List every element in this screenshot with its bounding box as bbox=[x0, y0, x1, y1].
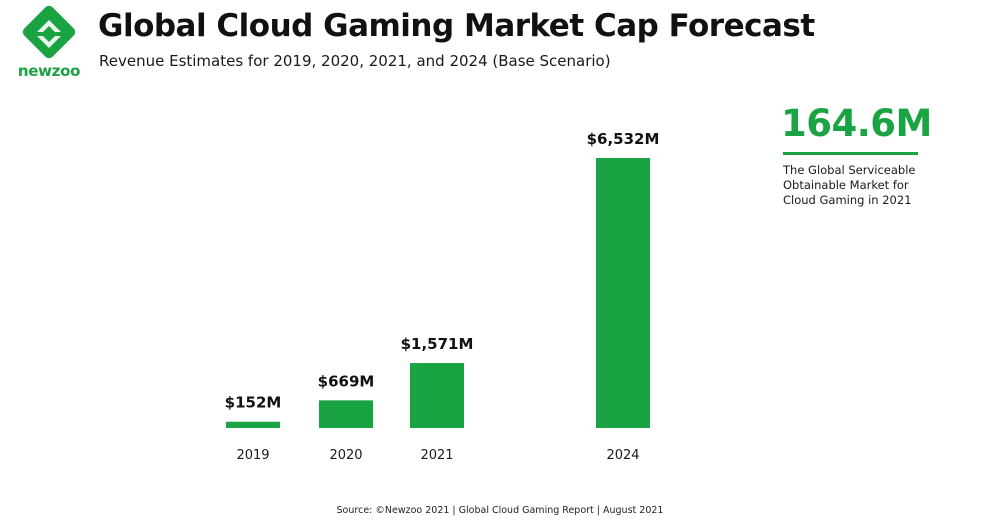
callout-value: 164.6M bbox=[781, 102, 932, 145]
x-tick-label-2021: 2021 bbox=[420, 448, 453, 463]
callout-description: The Global Serviceable Obtainable Market… bbox=[783, 163, 916, 207]
data-label-2020: $669M bbox=[318, 372, 375, 390]
newzoo-logo-icon bbox=[22, 5, 76, 59]
bar-2020 bbox=[319, 400, 373, 428]
callout-divider bbox=[783, 152, 918, 155]
bar-2019 bbox=[226, 421, 280, 428]
source-note: Source: ©Newzoo 2021 | Global Cloud Gami… bbox=[336, 505, 664, 516]
bar-2021 bbox=[410, 363, 464, 428]
x-tick-label-2019: 2019 bbox=[236, 448, 269, 463]
newzoo-logo: newzoo bbox=[16, 2, 82, 80]
chart-subtitle: Revenue Estimates for 2019, 2020, 2021, … bbox=[99, 52, 611, 70]
bar-2024 bbox=[596, 158, 650, 428]
data-label-2019: $152M bbox=[225, 394, 282, 412]
x-tick-label-2024: 2024 bbox=[606, 448, 639, 463]
logo-text: newzoo bbox=[17, 62, 81, 80]
data-label-2021: $1,571M bbox=[401, 335, 474, 353]
x-tick-label-2020: 2020 bbox=[329, 448, 362, 463]
data-label-2024: $6,532M bbox=[587, 130, 660, 148]
chart-title: Global Cloud Gaming Market Cap Forecast bbox=[98, 8, 815, 44]
